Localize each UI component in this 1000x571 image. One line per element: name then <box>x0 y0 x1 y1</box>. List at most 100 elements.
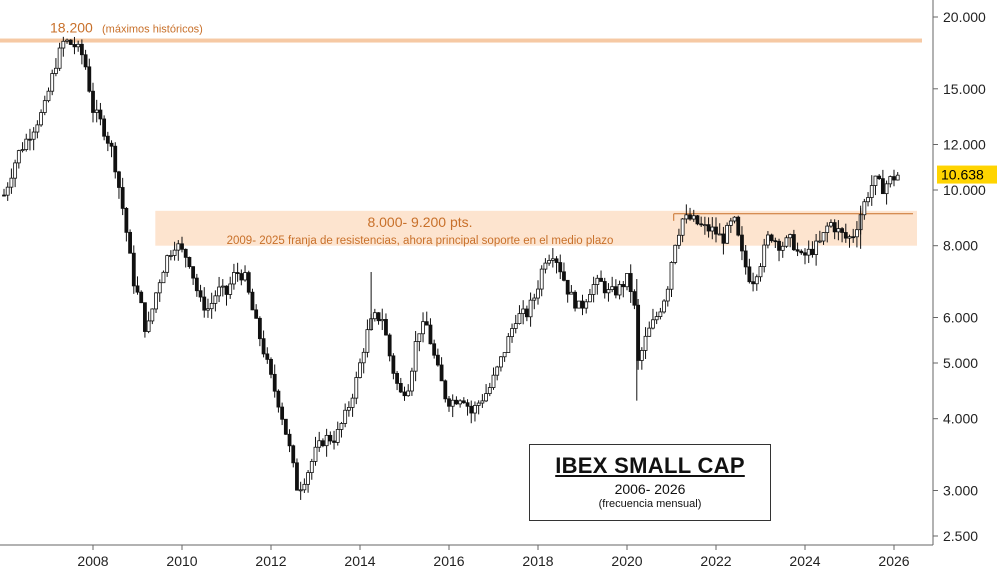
candle-body <box>625 273 629 288</box>
candle-body <box>499 356 503 368</box>
candle-body <box>869 185 874 198</box>
x-tick-label: 2016 <box>433 553 464 569</box>
candle-body <box>658 311 663 317</box>
candle-body <box>361 351 366 364</box>
candle-body <box>680 218 685 236</box>
candle-body <box>554 258 559 263</box>
candle-body <box>395 372 399 384</box>
candle-body <box>517 313 522 325</box>
candle-body <box>562 271 566 281</box>
candle-body <box>176 243 181 251</box>
x-tick-label: 2012 <box>255 553 286 569</box>
candle-body <box>406 390 411 397</box>
candle-body <box>547 260 552 264</box>
candle-body <box>565 279 570 295</box>
candle-body <box>695 215 700 225</box>
candle-body <box>187 256 192 268</box>
candle-body <box>710 226 715 232</box>
candle-body <box>762 244 767 267</box>
y-tick-label: 15.000 <box>943 81 986 97</box>
candle-body <box>76 43 81 48</box>
candle-body <box>632 291 637 306</box>
candle-body <box>239 273 244 281</box>
candle-body <box>769 234 774 242</box>
candle-body <box>61 40 66 49</box>
candle-body <box>13 162 18 179</box>
candle-body <box>732 216 737 222</box>
candle-body <box>183 248 188 258</box>
candle-body <box>150 308 155 322</box>
candle-body <box>847 236 852 239</box>
candle-body <box>447 398 451 407</box>
candle-body <box>817 240 822 243</box>
candle-body <box>435 354 440 366</box>
candle-body <box>558 262 563 273</box>
candle-body <box>417 333 422 342</box>
candle-body <box>569 291 574 295</box>
candle-body <box>513 323 518 329</box>
candle-body <box>832 222 837 233</box>
y-tick-label: 12.000 <box>943 136 986 152</box>
candle-body <box>365 329 370 353</box>
candle-body <box>688 214 692 220</box>
candle-body <box>180 243 184 250</box>
candle-body <box>276 390 281 408</box>
candle-body <box>391 355 396 374</box>
candle-body <box>613 286 618 296</box>
candle-body <box>16 150 21 164</box>
candle-body <box>550 258 555 261</box>
candles-group <box>2 36 900 500</box>
candle-body <box>443 380 448 400</box>
candle-body <box>232 272 236 285</box>
candle-body <box>628 273 633 293</box>
y-tick-label: 6.000 <box>943 309 978 325</box>
candle-body <box>469 405 474 414</box>
candle-body <box>602 281 607 294</box>
candle-body <box>480 400 485 404</box>
candle-body <box>502 352 507 358</box>
candle-body <box>68 39 73 45</box>
candle-body <box>317 440 322 448</box>
ath-value-label: 18.200 <box>50 20 93 36</box>
candle-body <box>647 327 652 337</box>
candle-body <box>202 296 207 311</box>
y-tick-label: 3.000 <box>943 482 978 498</box>
candle-body <box>450 399 455 407</box>
candle-body <box>880 178 885 195</box>
candle-body <box>543 262 548 270</box>
candle-body <box>117 171 121 188</box>
last-price-tag <box>937 165 997 184</box>
candle-body <box>280 406 285 420</box>
candle-body <box>209 302 214 310</box>
candle-body <box>610 286 615 290</box>
candle-body <box>862 201 867 216</box>
candle-body <box>31 131 36 140</box>
x-tick-label: 2022 <box>700 553 731 569</box>
candle-body <box>580 300 585 309</box>
candle-body <box>532 297 537 301</box>
candle-body <box>332 440 336 443</box>
candle-body <box>788 234 793 239</box>
candle-body <box>784 237 789 247</box>
candle-body <box>124 207 129 233</box>
candle-body <box>521 308 526 315</box>
candle-body <box>410 370 414 392</box>
candle-body <box>224 285 229 295</box>
candle-body <box>684 214 689 220</box>
candle-body <box>428 324 433 345</box>
candle-body <box>873 175 878 186</box>
candle-body <box>387 334 392 357</box>
candle-body <box>91 90 95 113</box>
candle-body <box>473 405 477 414</box>
candle-body <box>24 138 29 150</box>
candle-body <box>487 387 492 394</box>
candle-body <box>843 232 848 239</box>
candle-body <box>539 268 544 290</box>
candle-body <box>194 277 199 292</box>
candle-body <box>105 135 110 144</box>
candle-body <box>161 271 166 284</box>
candle-body <box>773 240 778 243</box>
candle-body <box>20 149 25 152</box>
candle-body <box>306 472 310 485</box>
